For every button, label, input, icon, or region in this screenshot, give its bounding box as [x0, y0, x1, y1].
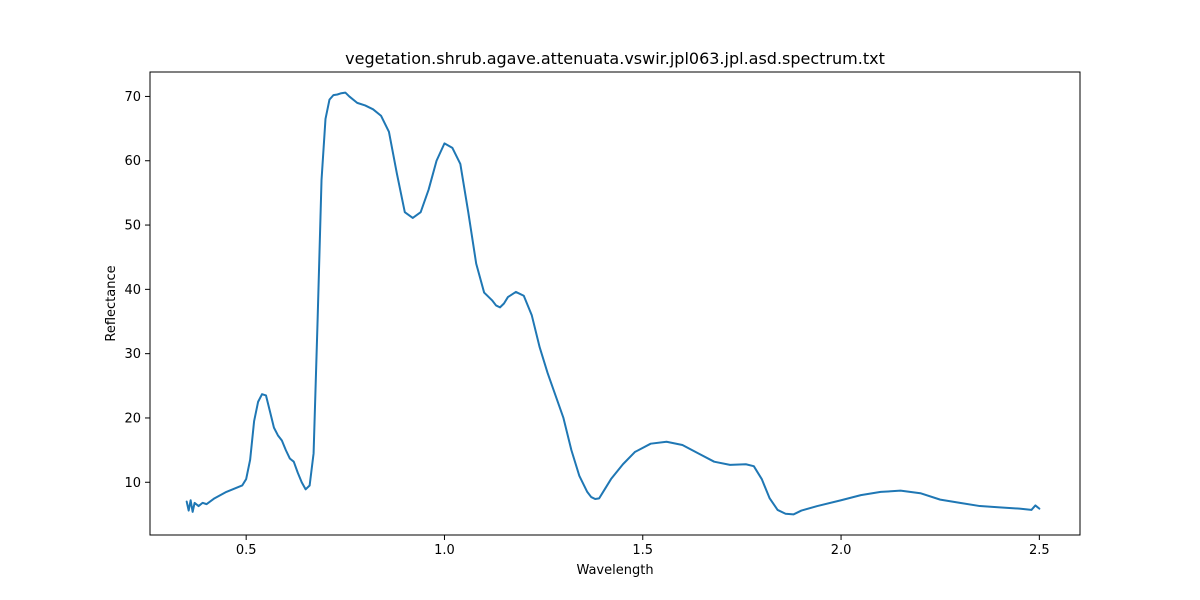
y-axis-ticks: 10 20 30 40 50 60 70	[124, 90, 150, 491]
x-tick-label: 0.5	[236, 543, 257, 558]
x-axis-label: Wavelength	[576, 563, 653, 578]
y-tick-label: 30	[124, 347, 141, 362]
y-tick-label: 40	[124, 283, 141, 298]
x-tick-label: 2.5	[1029, 543, 1050, 558]
y-tick-label: 70	[124, 90, 141, 105]
series-line-0	[185, 91, 1041, 516]
y-tick-label: 10	[124, 476, 141, 491]
series-layer	[185, 91, 1041, 516]
x-tick-label: 2.0	[831, 543, 852, 558]
y-tick-label: 60	[124, 154, 141, 169]
plot-area	[150, 72, 1080, 535]
y-axis-label: Reflectance	[104, 265, 119, 341]
y-tick-label: 50	[124, 219, 141, 234]
y-tick-label: 20	[124, 411, 141, 426]
x-axis-ticks: 0.5 1.0 1.5 2.0 2.5	[236, 535, 1050, 558]
axes-frame	[149, 71, 1081, 536]
chart-title: vegetation.shrub.agave.attenuata.vswir.j…	[345, 49, 885, 68]
x-tick-label: 1.0	[434, 543, 455, 558]
x-tick-label: 1.5	[632, 543, 653, 558]
